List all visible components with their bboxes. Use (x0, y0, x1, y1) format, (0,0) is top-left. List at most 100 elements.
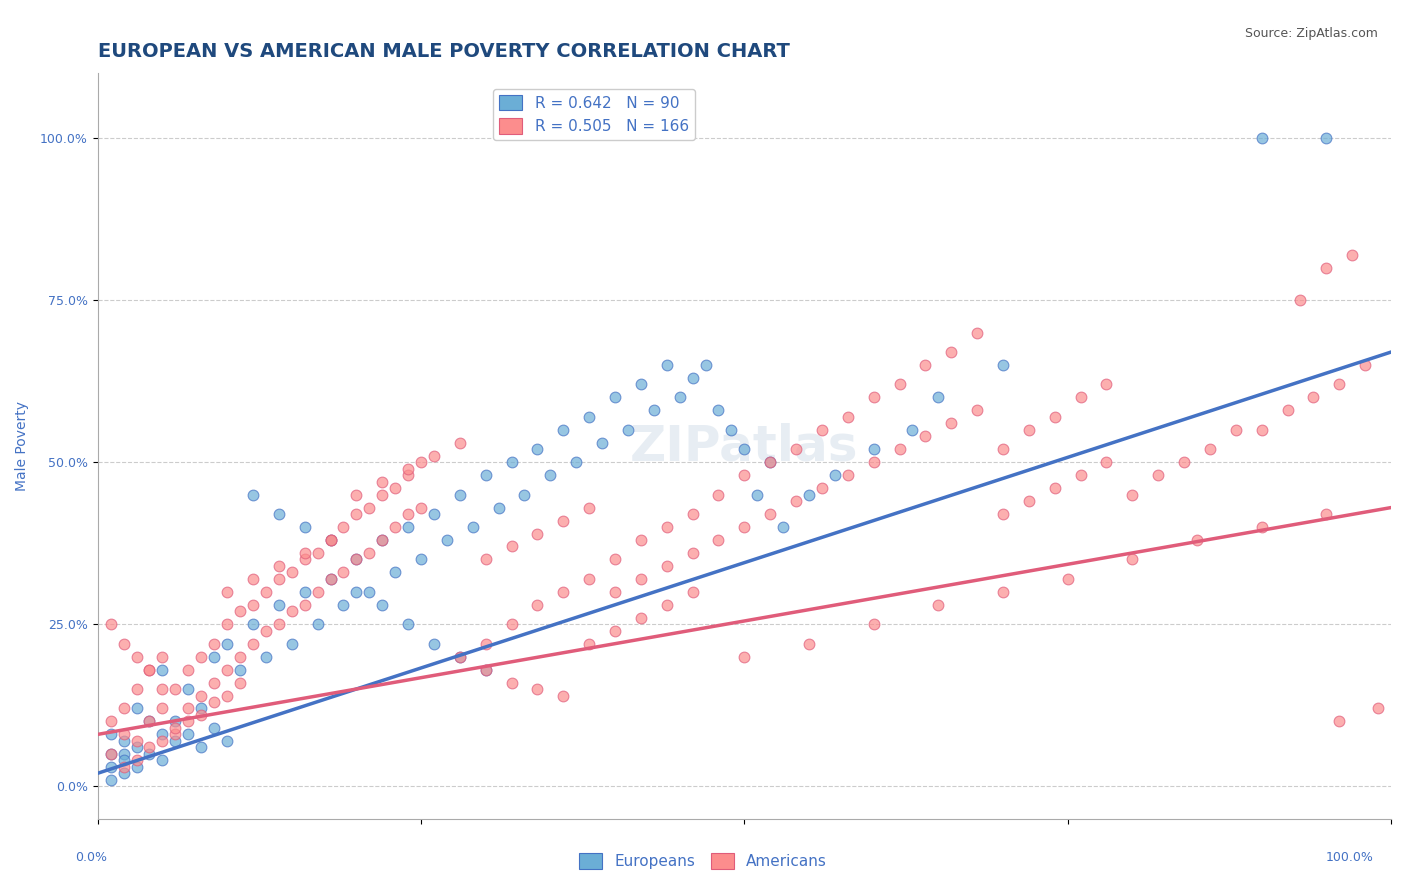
Point (138, 747, 160, 761)
Point (1018, 494, 1040, 508)
Point (578, 409, 600, 424)
Point (100, 772, 122, 787)
Point (100, 727, 122, 741)
Point (165, 681, 187, 696)
Point (242, 598, 264, 612)
Point (501, 455, 523, 469)
Point (254, 624, 277, 638)
Point (682, 584, 704, 599)
Point (707, 403, 730, 417)
Point (682, 546, 704, 560)
Point (229, 663, 252, 677)
Point (112, 727, 135, 741)
Point (125, 734, 148, 748)
Point (501, 675, 523, 690)
Point (862, 617, 884, 632)
Point (125, 701, 148, 715)
Point (150, 753, 173, 767)
Point (1341, 248, 1364, 262)
Point (682, 507, 704, 521)
Point (720, 423, 742, 437)
Point (138, 714, 160, 729)
Point (202, 675, 225, 690)
Point (914, 429, 936, 443)
Point (371, 533, 394, 547)
Point (267, 572, 290, 586)
Point (474, 663, 496, 677)
Point (837, 468, 859, 483)
Point (423, 507, 446, 521)
Point (319, 533, 342, 547)
Point (359, 546, 381, 560)
Point (927, 598, 949, 612)
Point (344, 552, 367, 566)
Point (100, 617, 122, 632)
Point (553, 689, 575, 703)
Point (553, 423, 575, 437)
Point (733, 442, 755, 457)
Point (319, 533, 342, 547)
Point (344, 488, 367, 502)
Point (396, 520, 419, 534)
Point (630, 533, 652, 547)
Point (578, 572, 600, 586)
Point (553, 584, 575, 599)
Point (423, 637, 446, 651)
Text: 100.0%: 100.0% (1326, 851, 1374, 863)
Point (797, 488, 820, 502)
Point (215, 637, 238, 651)
Point (797, 637, 820, 651)
Point (474, 637, 496, 651)
Point (215, 734, 238, 748)
Point (772, 520, 794, 534)
Point (941, 417, 963, 431)
Point (1367, 701, 1389, 715)
Point (150, 649, 173, 664)
Point (449, 435, 471, 450)
Point (889, 377, 911, 392)
Point (319, 533, 342, 547)
Point (294, 552, 316, 566)
Point (307, 546, 329, 560)
Point (177, 701, 200, 715)
Point (1277, 403, 1299, 417)
Point (436, 533, 458, 547)
Point (112, 760, 135, 774)
Point (307, 584, 329, 599)
Point (229, 604, 252, 618)
Point (1302, 391, 1324, 405)
Point (215, 617, 238, 632)
Point (150, 727, 173, 741)
Point (811, 423, 834, 437)
Point (914, 358, 936, 372)
Point (125, 649, 148, 664)
Point (280, 604, 302, 618)
Point (862, 442, 884, 457)
Point (747, 488, 769, 502)
Point (125, 740, 148, 755)
Point (630, 377, 652, 392)
Point (112, 747, 135, 761)
Point (409, 500, 432, 515)
Point (150, 701, 173, 715)
Point (409, 552, 432, 566)
Point (396, 468, 419, 483)
Point (125, 681, 148, 696)
Point (655, 558, 678, 573)
Point (966, 326, 988, 340)
Point (319, 572, 342, 586)
Point (1056, 572, 1078, 586)
Point (254, 649, 277, 664)
Point (1070, 468, 1092, 483)
Point (294, 546, 316, 560)
Point (1315, 507, 1337, 521)
Legend: Europeans, Americans: Europeans, Americans (574, 847, 832, 875)
Point (1329, 714, 1351, 729)
Point (449, 488, 471, 502)
Point (165, 734, 187, 748)
Point (100, 747, 122, 761)
Point (501, 617, 523, 632)
Point (889, 442, 911, 457)
Point (344, 552, 367, 566)
Point (177, 663, 200, 677)
